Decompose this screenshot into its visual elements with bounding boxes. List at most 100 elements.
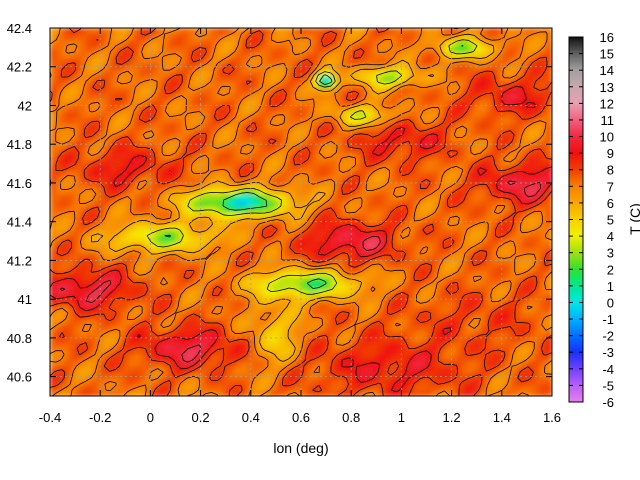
- heatmap-cell: [85, 128, 93, 136]
- heatmap-cell: [342, 188, 350, 195]
- heatmap-cell: [271, 176, 278, 183]
- heatmap-cell: [271, 45, 278, 53]
- heatmap-cell: [127, 122, 135, 130]
- heatmap-cell: [348, 384, 356, 391]
- heatmap-cell: [462, 318, 469, 326]
- heatmap-cell: [187, 128, 195, 136]
- heatmap-cell: [372, 164, 380, 172]
- heatmap-cell: [402, 111, 410, 118]
- heatmap-cell: [396, 164, 404, 172]
- heatmap-cell: [432, 354, 440, 361]
- heatmap-cell: [420, 51, 428, 59]
- heatmap-cell: [181, 253, 189, 261]
- heatmap-cell: [50, 223, 57, 231]
- heatmap-cell: [498, 164, 505, 172]
- heatmap-cell: [372, 51, 380, 59]
- heatmap-cell: [306, 253, 314, 261]
- heatmap-cell: [546, 241, 552, 249]
- heatmap-cell: [235, 283, 242, 290]
- heatmap-cell: [330, 295, 338, 302]
- heatmap-cell: [432, 295, 440, 302]
- heatmap-cell: [354, 217, 362, 225]
- heatmap-cell: [360, 265, 368, 272]
- heatmap-cell: [546, 170, 552, 177]
- heatmap-cell: [157, 81, 165, 88]
- heatmap-cell: [306, 134, 314, 142]
- heatmap-cell: [73, 111, 81, 118]
- heatmap-cell: [73, 164, 81, 172]
- heatmap-cell: [348, 51, 356, 59]
- heatmap-cell: [384, 188, 392, 195]
- heatmap-cell: [259, 277, 266, 284]
- heatmap-cell: [271, 170, 278, 177]
- heatmap-cell: [85, 81, 93, 88]
- heatmap-cell: [217, 200, 224, 207]
- heatmap-cell: [462, 235, 469, 243]
- heatmap-cell: [384, 69, 392, 77]
- heatmap-cell: [157, 312, 165, 320]
- heatmap-cell: [133, 342, 141, 350]
- heatmap-cell: [438, 128, 446, 136]
- heatmap-cell: [223, 146, 230, 154]
- heatmap-cell: [199, 45, 206, 53]
- heatmap-cell: [384, 378, 392, 385]
- heatmap-cell: [540, 348, 547, 356]
- heatmap-cell: [169, 348, 177, 356]
- heatmap-cell: [330, 217, 338, 225]
- heatmap-cell: [516, 324, 523, 332]
- heatmap-cell: [324, 360, 332, 367]
- heatmap-cell: [444, 247, 452, 255]
- heatmap-cell: [199, 330, 206, 338]
- heatmap-cell: [330, 206, 338, 213]
- heatmap-cell: [426, 99, 434, 106]
- heatmap-cell: [175, 200, 183, 207]
- heatmap-cell: [456, 57, 463, 65]
- heatmap-cell: [486, 384, 493, 391]
- heatmap-cell: [342, 324, 350, 332]
- heatmap-cell: [115, 45, 123, 53]
- heatmap-cell: [318, 259, 326, 267]
- heatmap-cell: [516, 259, 523, 267]
- heatmap-cell: [402, 87, 410, 94]
- heatmap-cell: [271, 212, 278, 219]
- heatmap-cell: [229, 140, 236, 148]
- heatmap-cell: [348, 229, 356, 237]
- heatmap-cell: [390, 384, 398, 391]
- heatmap-cell: [157, 117, 165, 124]
- heatmap-cell: [121, 235, 129, 243]
- heatmap-cell: [384, 241, 392, 249]
- heatmap-cell: [211, 206, 218, 213]
- heatmap-cell: [67, 372, 75, 379]
- heatmap-cell: [384, 354, 392, 361]
- heatmap-cell: [103, 217, 111, 225]
- heatmap-cell: [420, 229, 428, 237]
- heatmap-cell: [85, 330, 93, 338]
- heatmap-cell: [139, 111, 147, 118]
- heatmap-cell: [492, 57, 499, 65]
- heatmap-cell: [336, 277, 344, 284]
- heatmap-cell: [330, 140, 338, 148]
- heatmap-cell: [402, 289, 410, 296]
- heatmap-cell: [133, 247, 141, 255]
- heatmap-cell: [109, 384, 117, 391]
- heatmap-cell: [301, 206, 308, 213]
- heatmap-cell: [480, 283, 487, 290]
- heatmap-cell: [265, 164, 272, 172]
- heatmap-cell: [265, 63, 272, 71]
- heatmap-cell: [348, 330, 356, 338]
- heatmap-cell: [372, 378, 380, 385]
- heatmap-cell: [193, 348, 201, 356]
- heatmap-cell: [534, 93, 541, 100]
- heatmap-cell: [115, 99, 123, 106]
- heatmap-cell: [151, 235, 159, 243]
- heatmap-cell: [516, 295, 523, 302]
- heatmap-cell: [277, 360, 284, 367]
- heatmap-cell: [498, 378, 505, 385]
- heatmap-cell: [151, 301, 159, 308]
- heatmap-cell: [199, 146, 206, 154]
- heatmap-cell: [390, 75, 398, 83]
- heatmap-cell: [504, 301, 511, 308]
- heatmap-cell: [372, 93, 380, 100]
- heatmap-cell: [115, 122, 123, 130]
- heatmap-cell: [504, 348, 511, 356]
